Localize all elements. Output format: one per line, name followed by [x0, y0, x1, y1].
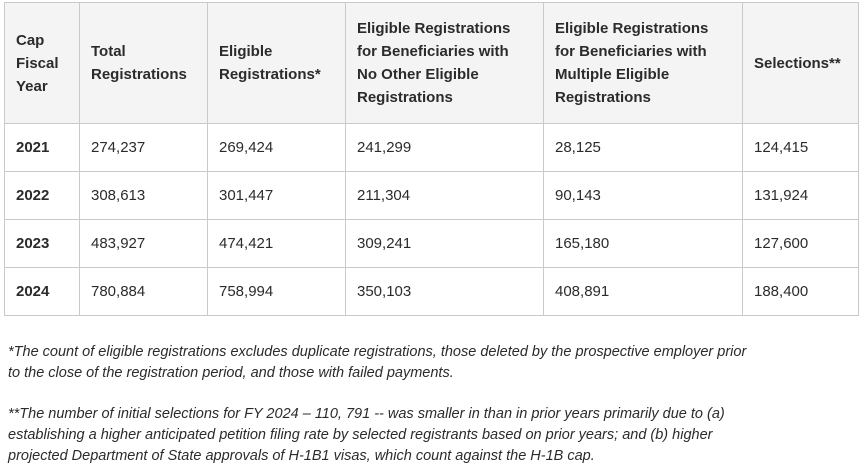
cell-selections: 188,400 [742, 267, 859, 316]
header-total-registrations: Total Registrations [79, 2, 208, 124]
cell-multiple-eligible: 165,180 [543, 219, 743, 268]
header-cap-fiscal-year: Cap Fiscal Year [4, 2, 80, 124]
cell-year: 2024 [4, 267, 80, 316]
cell-selections: 124,415 [742, 123, 859, 172]
header-eligible-registrations: Eligible Registrations* [207, 2, 346, 124]
cell-no-other-eligible: 211,304 [345, 171, 544, 220]
table-header-row: Cap Fiscal Year Total Registrations Elig… [4, 2, 859, 124]
footnote-selections: **The number of initial selections for F… [8, 406, 725, 464]
h1b-registrations-table: Cap Fiscal Year Total Registrations Elig… [4, 2, 859, 316]
table-row: 2022 308,613 301,447 211,304 90,143 131,… [4, 171, 859, 220]
cell-total-registrations: 308,613 [79, 171, 208, 220]
cell-multiple-eligible: 90,143 [543, 171, 743, 220]
cell-multiple-eligible: 408,891 [543, 267, 743, 316]
table-row: 2024 780,884 758,994 350,103 408,891 188… [4, 267, 859, 316]
cell-year: 2021 [4, 123, 80, 172]
cell-eligible-registrations: 301,447 [207, 171, 346, 220]
cell-selections: 127,600 [742, 219, 859, 268]
cell-year: 2023 [4, 219, 80, 268]
table-row: 2023 483,927 474,421 309,241 165,180 127… [4, 219, 859, 268]
cell-eligible-registrations: 474,421 [207, 219, 346, 268]
cell-no-other-eligible: 350,103 [345, 267, 544, 316]
cell-total-registrations: 274,237 [79, 123, 208, 172]
cell-eligible-registrations: 758,994 [207, 267, 346, 316]
cell-multiple-eligible: 28,125 [543, 123, 743, 172]
header-no-other-eligible: Eligible Registrations for Beneficiaries… [345, 2, 544, 124]
header-selections: Selections** [742, 2, 859, 124]
cell-total-registrations: 483,927 [79, 219, 208, 268]
cell-selections: 131,924 [742, 171, 859, 220]
table-row: 2021 274,237 269,424 241,299 28,125 124,… [4, 123, 859, 172]
cell-no-other-eligible: 309,241 [345, 219, 544, 268]
cell-year: 2022 [4, 171, 80, 220]
cell-no-other-eligible: 241,299 [345, 123, 544, 172]
header-multiple-eligible: Eligible Registrations for Beneficiaries… [543, 2, 743, 124]
footnote-eligible-registrations: *The count of eligible registrations exc… [8, 344, 747, 381]
cell-total-registrations: 780,884 [79, 267, 208, 316]
cell-eligible-registrations: 269,424 [207, 123, 346, 172]
